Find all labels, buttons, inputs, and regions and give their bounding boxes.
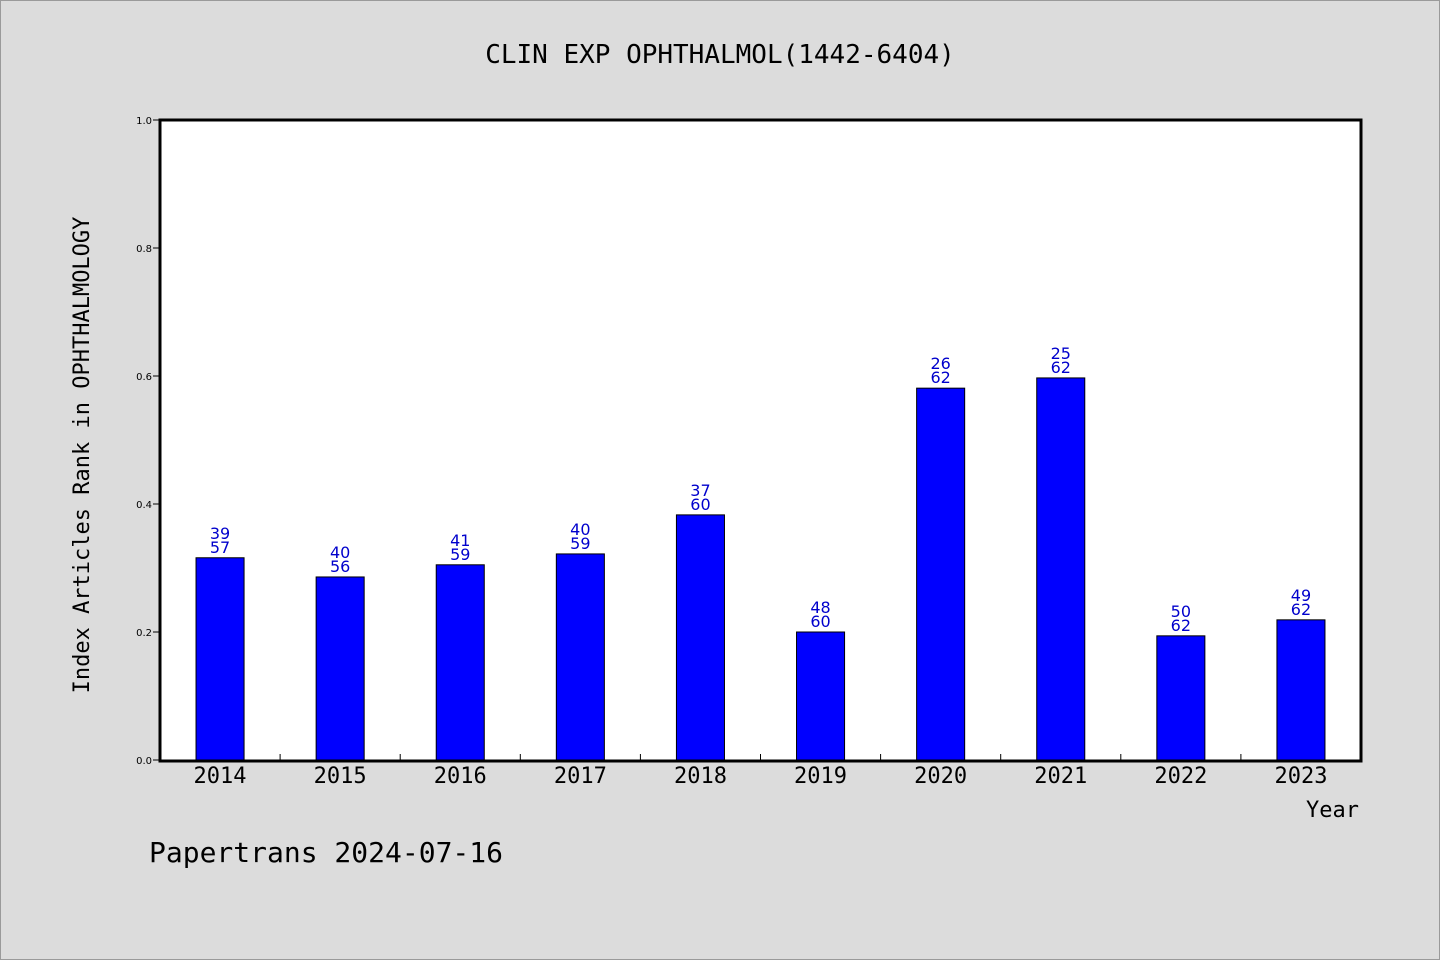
data-label-total: 62 [1291,600,1311,619]
data-label-total: 56 [330,557,350,576]
data-label-rank: 37 [690,481,710,500]
bar [1156,635,1206,761]
x-tick-label: 2020 [914,764,967,789]
data-label-rank: 26 [930,354,950,373]
data-label-total: 59 [570,534,590,553]
x-tick-label: 2016 [434,764,487,789]
footer-text: Papertrans 2024-07-16 [149,836,503,869]
data-label-rank: 41 [450,531,470,550]
x-tick-label: 2018 [674,764,727,789]
x-tick-label: 2015 [314,764,367,789]
data-label-total: 62 [930,368,950,387]
data-label-rank: 39 [210,524,230,543]
data-label-rank: 40 [570,520,590,539]
data-label-total: 62 [1051,358,1071,377]
y-tick-label: 0.2 [136,628,152,639]
bar [315,576,365,761]
data-label-rank: 50 [1171,602,1191,621]
bar [916,387,966,761]
y-tick-label: 0.8 [136,244,152,255]
x-tick-label: 2021 [1034,764,1087,789]
y-tick-label: 0.0 [136,756,152,767]
y-tick-label: 1.0 [136,116,152,127]
bar [796,631,846,761]
bar-series [195,377,1326,761]
data-label-rank: 48 [810,598,830,617]
x-tick-label: 2023 [1274,764,1327,789]
data-label-rank: 25 [1051,344,1071,363]
data-label-total: 57 [210,538,230,557]
x-tick-label: 2017 [554,764,607,789]
bar [1276,619,1326,761]
data-label-total: 59 [450,545,470,564]
bar [555,553,605,761]
x-tick-label: 2014 [194,764,247,789]
bar [435,564,485,761]
x-axis-label: Year [1306,798,1359,823]
data-label-total: 60 [690,495,710,514]
bar [675,514,725,761]
y-tick-label: 0.4 [136,500,152,511]
data-label-rank: 40 [330,543,350,562]
y-axis-label: Index Articles Rank in OPHTHALMOLOGY [70,217,95,694]
y-tick-label: 0.6 [136,372,152,383]
x-tick-label: 2022 [1154,764,1207,789]
chart-title: CLIN EXP OPHTHALMOL(1442-6404) [485,40,955,70]
x-tick-label: 2019 [794,764,847,789]
data-label-total: 60 [810,612,830,631]
data-label-total: 62 [1171,616,1191,635]
bar [195,557,245,761]
bar [1036,377,1086,761]
y-axis: 0.0 0.2 0.4 0.6 0.8 1.0 [136,116,160,767]
x-axis: 2014 2015 2016 2017 2018 2019 2020 2021 2022 2023 [194,754,1327,789]
data-label-rank: 49 [1291,586,1311,605]
